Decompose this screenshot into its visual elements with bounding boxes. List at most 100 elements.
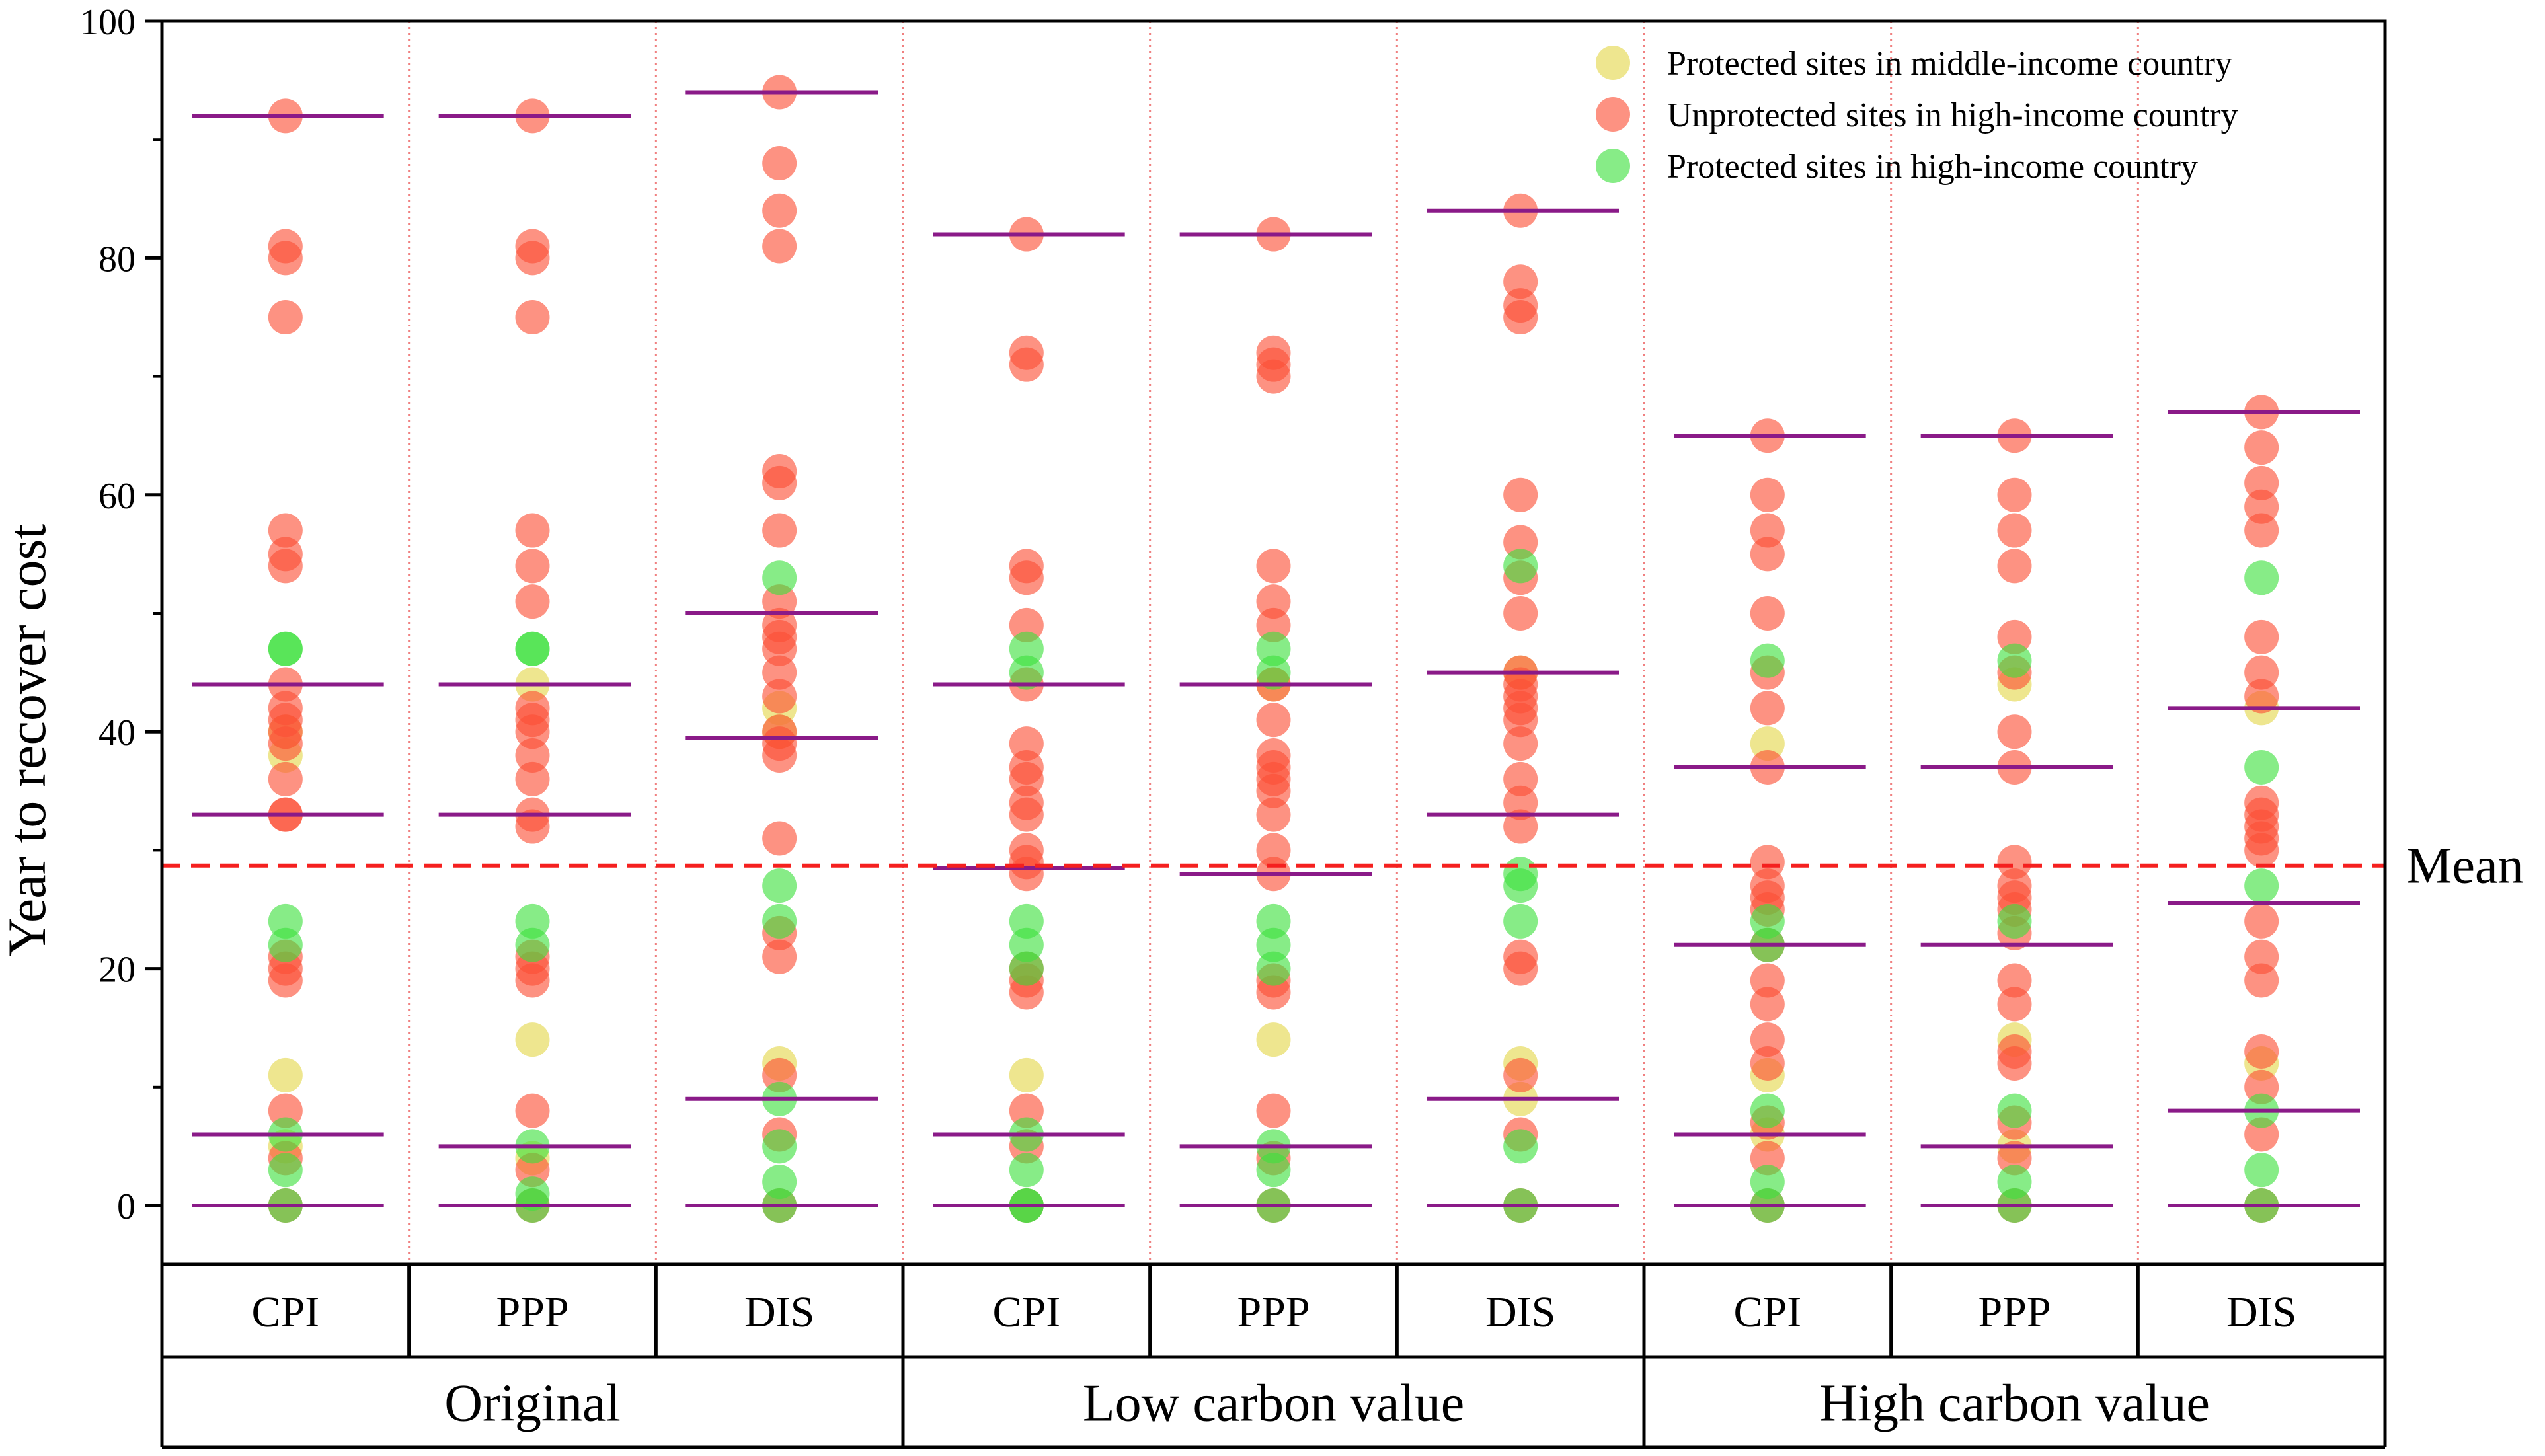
- data-point-uh: [2244, 939, 2279, 974]
- data-point-uh: [2244, 465, 2279, 500]
- data-point-ph: [1503, 549, 1538, 584]
- data-point-uh: [1997, 1141, 2032, 1176]
- data-point-ph: [1997, 1093, 2032, 1128]
- data-point-uh: [1997, 619, 2032, 654]
- data-point-uh: [515, 738, 550, 773]
- data-point-uh: [1997, 513, 2032, 548]
- y-tick-label: 20: [98, 950, 136, 991]
- y-tick-label: 100: [80, 2, 136, 43]
- data-point-uh: [515, 761, 550, 796]
- data-point-ph: [1256, 951, 1291, 986]
- data-points: [268, 75, 2279, 1223]
- data-point-uh: [1009, 761, 1044, 796]
- group-label: Low carbon value: [1083, 1375, 1465, 1433]
- data-point-pm: [268, 1057, 303, 1092]
- category-table: CPI PPP DIS CPI PPP DIS CPI PPP DIS Original Low c…: [160, 1264, 2387, 1449]
- data-point-uh: [1503, 477, 1538, 512]
- data-point-ph: [1256, 927, 1291, 962]
- data-point-ph: [762, 1129, 797, 1164]
- data-point-ph: [268, 903, 303, 939]
- data-point-ph: [2244, 868, 2279, 903]
- data-point-ph: [1009, 903, 1044, 939]
- data-point-uh: [2244, 1069, 2279, 1104]
- data-point-uh: [1750, 845, 1785, 880]
- data-point-uh: [515, 809, 550, 844]
- data-point-uh: [762, 465, 797, 500]
- method-label: DIS: [2226, 1288, 2296, 1336]
- data-point-uh: [2244, 655, 2279, 690]
- data-point-uh: [1503, 596, 1538, 631]
- data-point-uh: [1750, 987, 1785, 1022]
- method-label: DIS: [744, 1288, 814, 1336]
- data-point-uh: [1750, 691, 1785, 726]
- data-point-uh: [2244, 489, 2279, 524]
- data-point-uh: [1256, 833, 1291, 868]
- data-point-uh: [1750, 513, 1785, 548]
- data-point-uh: [2244, 430, 2279, 465]
- data-point-pm: [1009, 1057, 1044, 1092]
- data-point-uh: [515, 513, 550, 548]
- data-point-uh: [268, 963, 303, 998]
- data-point-uh: [2244, 833, 2279, 868]
- data-point-uh: [1997, 845, 2032, 880]
- data-point-uh: [2244, 1034, 2279, 1069]
- data-point-pm: [1256, 1022, 1291, 1057]
- axes: 0 20 40 60 80 100: [80, 2, 2387, 1266]
- method-label: CPI: [1733, 1288, 1801, 1336]
- data-point-ph: [1009, 631, 1044, 666]
- data-point-uh: [2244, 619, 2279, 654]
- data-point-uh: [762, 655, 797, 690]
- plot-frame: [160, 19, 2387, 1266]
- data-point-uh: [515, 584, 550, 619]
- legend-entry: Protected sites in middle-income country: [1667, 45, 2232, 83]
- data-point-ph: [1997, 643, 2032, 678]
- method-label: PPP: [1978, 1288, 2051, 1336]
- data-point-uh: [1009, 607, 1044, 642]
- data-point-ph: [1997, 1165, 2032, 1200]
- data-point-uh: [2244, 513, 2279, 548]
- column-separators: [408, 21, 2139, 1264]
- legend-entry: Unprotected sites in high-income country: [1667, 96, 2238, 134]
- data-point-uh: [1997, 1046, 2032, 1081]
- data-point-uh: [2244, 903, 2279, 939]
- data-point-uh: [762, 513, 797, 548]
- data-point-ph: [762, 903, 797, 939]
- data-point-ph: [2244, 1153, 2279, 1188]
- data-point-uh: [1256, 797, 1291, 832]
- y-tick-label: 0: [117, 1186, 136, 1227]
- data-point-ph: [1256, 655, 1291, 690]
- data-point-uh: [1256, 703, 1291, 738]
- y-tick-label: 60: [98, 476, 136, 517]
- data-point-uh: [1503, 703, 1538, 738]
- legend-entry: Protected sites in high-income country: [1667, 148, 2198, 186]
- data-point-ph: [515, 631, 550, 666]
- data-point-uh: [762, 821, 797, 856]
- data-point-uh: [1750, 1046, 1785, 1081]
- data-point-uh: [762, 193, 797, 228]
- data-point-ph: [268, 927, 303, 962]
- data-point-uh: [1503, 785, 1538, 820]
- data-point-uh: [1997, 549, 2032, 584]
- data-point-uh: [762, 146, 797, 181]
- data-point-ph: [1750, 1165, 1785, 1200]
- data-point-uh: [762, 229, 797, 264]
- data-point-uh: [1503, 951, 1538, 986]
- data-point-pm: [515, 1022, 550, 1057]
- data-point-uh: [1256, 975, 1291, 1010]
- data-point-uh: [515, 241, 550, 276]
- data-point-uh: [1009, 560, 1044, 595]
- data-point-uh: [1750, 1141, 1785, 1176]
- data-point-uh: [1256, 607, 1291, 642]
- data-point-uh: [1009, 347, 1044, 382]
- data-point-uh: [2244, 963, 2279, 998]
- data-point-ph: [515, 903, 550, 939]
- group-label: High carbon value: [1819, 1375, 2210, 1433]
- method-label: PPP: [1237, 1288, 1310, 1336]
- data-point-ph: [1009, 1153, 1044, 1188]
- data-point-ph: [1750, 903, 1785, 939]
- method-label: CPI: [251, 1288, 319, 1336]
- data-point-uh: [762, 631, 797, 666]
- method-label: PPP: [496, 1288, 568, 1336]
- data-point-uh: [515, 963, 550, 998]
- mean-label: Mean: [2406, 837, 2524, 894]
